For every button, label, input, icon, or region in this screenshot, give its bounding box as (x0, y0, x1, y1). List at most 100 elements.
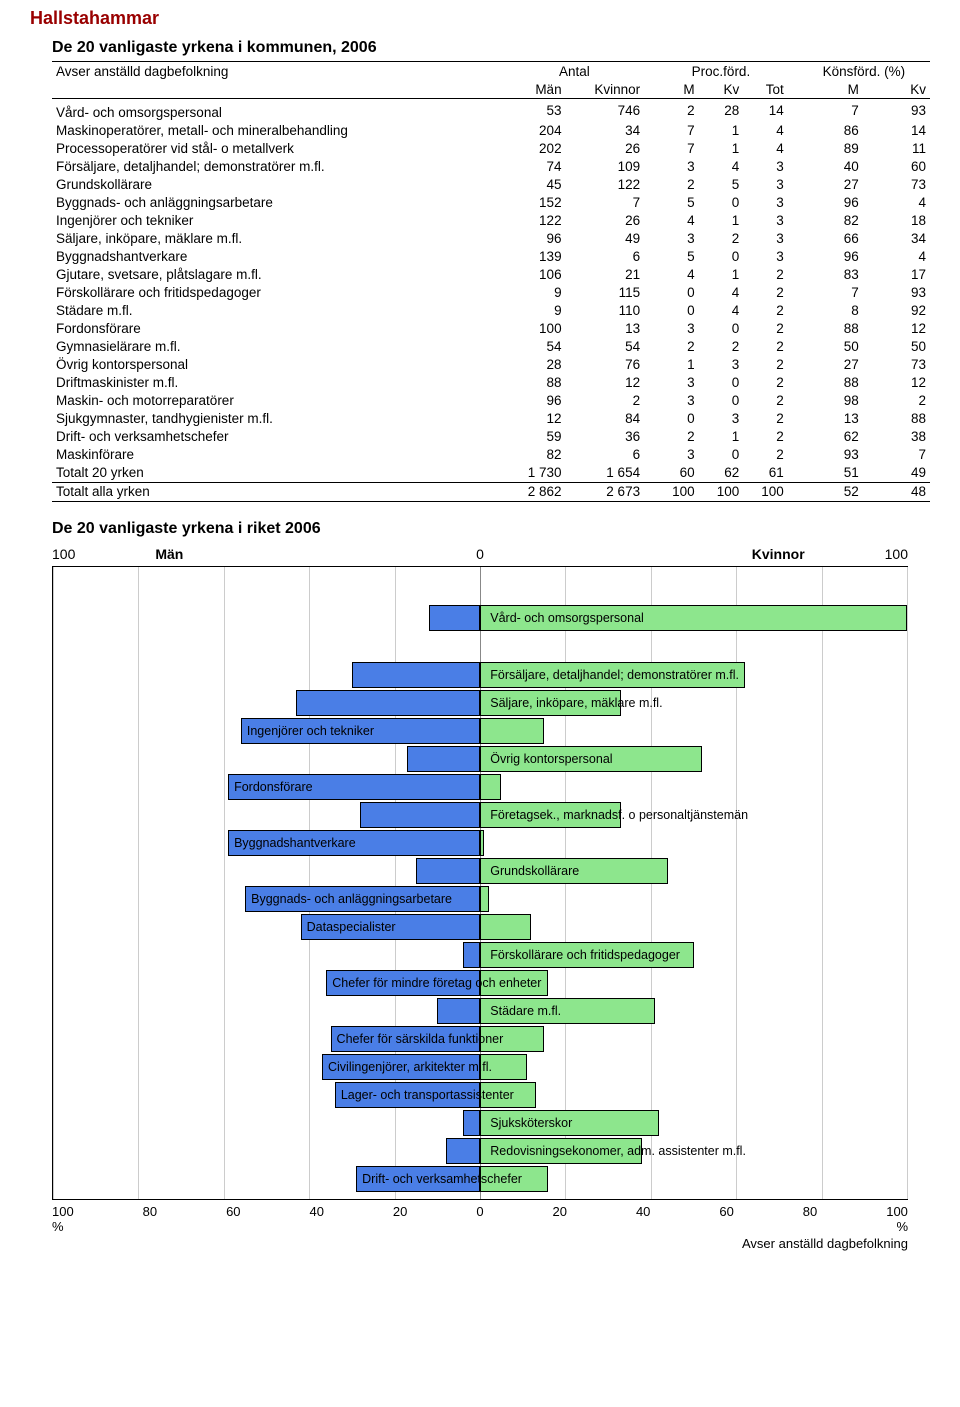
bar-row: Fordonsförare (53, 773, 907, 801)
xtick: 40 (636, 1204, 650, 1219)
table-cell: 2 (743, 446, 788, 464)
table-cell: 4 (863, 194, 930, 212)
table-cell: 2 673 (566, 482, 645, 501)
table-cell: 100 (505, 320, 566, 338)
table-cell: 3 (654, 392, 699, 410)
table-cell: 96 (798, 194, 863, 212)
table-cell: 54 (566, 338, 645, 356)
table-cell (788, 374, 798, 392)
table-cell: Processoperatörer vid stål- o metallverk (52, 140, 505, 158)
table-cell: 5 (654, 248, 699, 266)
table-cell: 8 (798, 302, 863, 320)
table-cell: 2 (743, 392, 788, 410)
table-cell: 93 (798, 446, 863, 464)
bar-row: Civilingenjörer, arkitekter m.fl. (53, 1053, 907, 1081)
table-cell: 139 (505, 248, 566, 266)
bar-row: Säljare, inköpare, mäklare m.fl. (53, 689, 907, 717)
table-cell: 12 (863, 320, 930, 338)
table-cell: 88 (863, 410, 930, 428)
table-cell: 5 (699, 176, 744, 194)
bar-row: Ingenjörer och tekniker (53, 717, 907, 745)
table-cell: 9 (505, 284, 566, 302)
table-cell: 60 (863, 158, 930, 176)
table-row: Sjukgymnaster, tandhygienister m.fl.1284… (52, 410, 930, 428)
table-cell: Vård- och omsorgspersonal (52, 99, 505, 122)
table-cell: Totalt alla yrken (52, 482, 505, 501)
table-cell (644, 338, 654, 356)
table-cell: 66 (798, 230, 863, 248)
table-cell: 6 (566, 248, 645, 266)
table-cell: 2 (743, 320, 788, 338)
table-cell: 1 (699, 122, 744, 140)
table-cell: 7 (863, 446, 930, 464)
table-cell: Förskollärare och fritidspedagoger (52, 284, 505, 302)
xtick: 60 (226, 1204, 240, 1219)
axis-right-val: 100 (885, 546, 908, 562)
xtick: 40 (310, 1204, 324, 1219)
table-cell (644, 194, 654, 212)
table-cell: 27 (798, 356, 863, 374)
bar-label: Vård- och omsorgspersonal (484, 611, 650, 625)
table-cell (644, 176, 654, 194)
bar-label: Drift- och verksamhetschefer (356, 1172, 528, 1186)
table-row: Maskinoperatörer, metall- och mineralbeh… (52, 122, 930, 140)
table-cell (644, 266, 654, 284)
table-cell: 54 (505, 338, 566, 356)
table-cell: 122 (505, 212, 566, 230)
table-cell: 3 (654, 230, 699, 248)
table-cell: 2 (743, 284, 788, 302)
table-cell: 76 (566, 356, 645, 374)
bar-row: Städare m.fl. (53, 997, 907, 1025)
table-cell: 122 (566, 176, 645, 194)
chart-title: De 20 vanligaste yrkena i riket 2006 (52, 520, 930, 538)
table-row: Fordonsförare100133028812 (52, 320, 930, 338)
table-cell: 96 (798, 248, 863, 266)
table-cell: 1 654 (566, 464, 645, 483)
table-cell: 45 (505, 176, 566, 194)
table-cell: 2 (654, 338, 699, 356)
table-cell: 4 (654, 212, 699, 230)
table-cell: 14 (743, 99, 788, 122)
table-cell: 2 862 (505, 482, 566, 501)
table-row: Byggnadshantverkare1396503964 (52, 248, 930, 266)
table-cell: 88 (505, 374, 566, 392)
table-cell (644, 302, 654, 320)
table-cell: 11 (863, 140, 930, 158)
table-cell: 1 730 (505, 464, 566, 483)
table-cell: 50 (798, 338, 863, 356)
table-cell: 84 (566, 410, 645, 428)
table-cell: 4 (743, 122, 788, 140)
bar-men (296, 690, 480, 716)
table-row: Gjutare, svetsare, plåtslagare m.fl.1062… (52, 266, 930, 284)
table-cell: 2 (743, 302, 788, 320)
table-cell: 0 (699, 320, 744, 338)
table-cell: 12 (566, 374, 645, 392)
bar-label: Byggnadshantverkare (228, 836, 362, 850)
bar-row: Drift- och verksamhetschefer (53, 1165, 907, 1193)
table-cell: 7 (654, 140, 699, 158)
bar-label: Civilingenjörer, arkitekter m.fl. (322, 1060, 498, 1074)
table-cell: 4 (743, 140, 788, 158)
table-cell (788, 428, 798, 446)
table-cell: 1 (654, 356, 699, 374)
table-cell (644, 428, 654, 446)
hdr-procford: Proc.förd. (654, 62, 788, 81)
table-cell: 28 (505, 356, 566, 374)
table-cell: Drift- och verksamhetschefer (52, 428, 505, 446)
xtick: 80 (143, 1204, 157, 1219)
table-cell: 110 (566, 302, 645, 320)
table-cell (644, 464, 654, 483)
xtick: 80 (803, 1204, 817, 1219)
table-cell (644, 99, 654, 122)
table-cell (788, 122, 798, 140)
col-tot: Tot (743, 80, 788, 99)
table-cell: Fordonsförare (52, 320, 505, 338)
xtick: 100 (52, 1204, 74, 1219)
table-cell: 0 (699, 446, 744, 464)
table-cell (788, 392, 798, 410)
bar-row: Företagsek., marknadsf. o personaltjänst… (53, 801, 907, 829)
bar-row: Chefer för mindre företag och enheter (53, 969, 907, 997)
table-cell (788, 320, 798, 338)
table-cell: Grundskollärare (52, 176, 505, 194)
table-row: Processoperatörer vid stål- o metallverk… (52, 140, 930, 158)
